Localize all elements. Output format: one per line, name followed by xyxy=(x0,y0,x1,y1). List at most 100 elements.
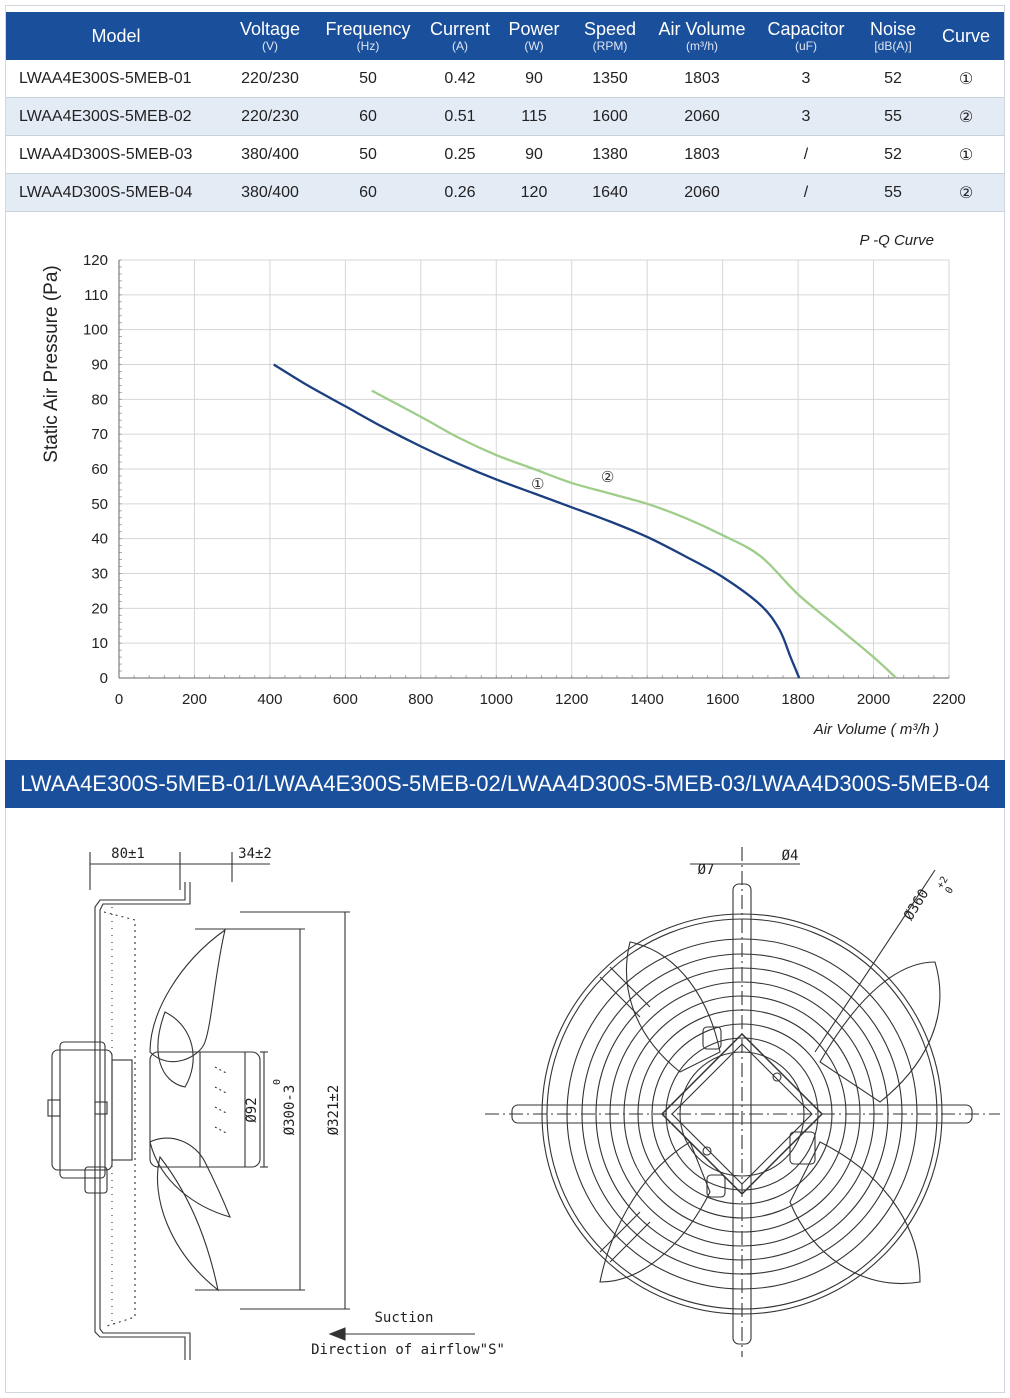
table-row: LWAA4E300S-5MEB-01 220/230 50 0.42 90 1350 180… xyxy=(6,60,1004,98)
y-tick-label: 120 xyxy=(83,252,108,269)
y-tick-label: 0 xyxy=(100,670,108,687)
table-cell: 380/400 xyxy=(226,135,314,174)
front-view-labels: Ø7 Ø4 Ø360 +2 0 xyxy=(698,848,957,923)
table-cell: 60 xyxy=(314,97,422,136)
table-cell: LWAA4D300S-5MEB-04 xyxy=(6,173,226,212)
table-row: LWAA4E300S-5MEB-02 220/230 60 0.51 115 1600 20… xyxy=(6,97,1004,136)
col-header-4: Power (W) xyxy=(498,12,570,60)
table-header-row: Model Voltage (V) Frequency (Hz) Current (A) Po… xyxy=(6,12,1004,60)
table-cell: 0.42 xyxy=(422,60,498,98)
table-cell: 50 xyxy=(314,60,422,98)
col-header-label: Model xyxy=(91,25,141,46)
col-header-2: Frequency (Hz) xyxy=(314,12,422,60)
table-cell: / xyxy=(754,135,858,174)
table-cell: 2060 xyxy=(650,173,754,212)
x-tick-label: 2200 xyxy=(932,691,965,708)
col-header-9: Curve xyxy=(928,12,1004,60)
table-cell: 3 xyxy=(754,60,858,98)
dim-360: Ø360 xyxy=(901,886,932,923)
col-header-label: Capacitor xyxy=(767,18,845,39)
x-tick-label: 1800 xyxy=(781,691,814,708)
y-axis-label: Static Air Pressure (Pa) xyxy=(41,265,62,462)
series-line-1 xyxy=(273,363,801,679)
front-view-drawing xyxy=(485,847,1000,1357)
table-cell: 220/230 xyxy=(226,97,314,136)
dim-34: 34±2 xyxy=(238,846,272,862)
side-view-labels: 80±1 34±2 Ø92 Ø300-3 0 Ø321±2 Suction Di… xyxy=(111,846,505,1358)
model-banner: LWAA4E300S-5MEB-01/LWAA4E300S-5MEB-02/LW… xyxy=(5,760,1005,808)
table-cell: 3 xyxy=(754,97,858,136)
table-cell: LWAA4D300S-5MEB-03 xyxy=(6,135,226,174)
airflow-label: Direction of airflow"S" xyxy=(311,1342,505,1358)
y-tick-label: 80 xyxy=(91,391,108,408)
table-cell: 1600 xyxy=(570,97,650,136)
dim-360-tol: +2 xyxy=(935,875,951,891)
col-header-5: Speed (RPM) xyxy=(570,12,650,60)
dim-4: Ø4 xyxy=(782,848,799,864)
x-tick-label: 600 xyxy=(333,691,358,708)
dim-80: 80±1 xyxy=(111,846,145,862)
x-tick-label: 1200 xyxy=(555,691,588,708)
col-header-label: Voltage xyxy=(239,18,301,39)
dim-300: Ø300-3 xyxy=(282,1085,298,1136)
col-header-label: Air Volume xyxy=(658,18,746,39)
table-cell: 52 xyxy=(858,135,928,174)
y-tick-label: 90 xyxy=(91,357,108,374)
x-tick-label: 1600 xyxy=(706,691,739,708)
x-tick-label: 400 xyxy=(257,691,282,708)
x-tick-label: 0 xyxy=(115,691,123,708)
col-header-unit: (W) xyxy=(524,38,544,53)
table-cell: ① xyxy=(928,135,1004,174)
table-cell: ② xyxy=(928,173,1004,212)
chart-title: P -Q Curve xyxy=(860,232,934,249)
dim-321: Ø321±2 xyxy=(326,1085,342,1136)
y-tick-label: 10 xyxy=(91,635,108,652)
table-row: LWAA4D300S-5MEB-04 380/400 60 0.26 120 1640 20… xyxy=(6,173,1004,212)
table-cell: 1350 xyxy=(570,60,650,98)
dim-92: Ø92 xyxy=(244,1097,260,1122)
pq-chart: 0 200 400 600 800 1000 1200 1400 1600 1800 2000 220… xyxy=(41,232,966,738)
y-tick-label: 50 xyxy=(91,496,108,513)
col-header-unit: (RPM) xyxy=(592,38,628,53)
table-cell: 120 xyxy=(498,173,570,212)
col-header-label: Curve xyxy=(941,25,990,46)
table-cell: 50 xyxy=(314,135,422,174)
table-cell: 1380 xyxy=(570,135,650,174)
table-cell: 1803 xyxy=(650,135,754,174)
x-tick-label: 1400 xyxy=(630,691,663,708)
x-tick-label: 200 xyxy=(182,691,207,708)
spec-table: Model Voltage (V) Frequency (Hz) Current (A) Po… xyxy=(6,12,1004,212)
table-cell: LWAA4E300S-5MEB-02 xyxy=(6,97,226,136)
table-cell: 55 xyxy=(858,173,928,212)
x-tick-label: 2000 xyxy=(857,691,890,708)
table-cell: 90 xyxy=(498,135,570,174)
series-label-1: ① xyxy=(531,476,544,493)
table-cell: / xyxy=(754,173,858,212)
table-cell: 115 xyxy=(498,97,570,136)
page-frame xyxy=(5,5,1005,1393)
y-tick-label: 70 xyxy=(91,426,108,443)
table-cell: 0.25 xyxy=(422,135,498,174)
col-header-unit: (A) xyxy=(452,38,468,53)
col-header-6: Air Volume (m³/h) xyxy=(650,12,754,60)
table-cell: 0.51 xyxy=(422,97,498,136)
table-cell: 380/400 xyxy=(226,173,314,212)
col-header-unit: (uF) xyxy=(795,38,817,53)
table-cell: 52 xyxy=(858,60,928,98)
chart-axes xyxy=(118,259,950,679)
series-line-2 xyxy=(371,389,897,679)
y-tick-label: 110 xyxy=(84,287,108,304)
col-header-unit: (m³/h) xyxy=(686,38,718,53)
y-tick-label: 20 xyxy=(91,600,108,617)
side-view-drawing xyxy=(47,852,475,1360)
dim-360-tol2: 0 xyxy=(944,885,957,896)
col-header-1: Voltage (V) xyxy=(226,12,314,60)
y-tick-label: 30 xyxy=(91,566,108,583)
col-header-unit: (Hz) xyxy=(356,38,380,53)
col-header-label: Power xyxy=(508,18,560,39)
col-header-unit: (V) xyxy=(262,38,278,53)
suction-label: Suction xyxy=(374,1310,433,1326)
table-cell: 0.26 xyxy=(422,173,498,212)
table-cell: LWAA4E300S-5MEB-01 xyxy=(6,60,226,98)
table-cell: 55 xyxy=(858,97,928,136)
